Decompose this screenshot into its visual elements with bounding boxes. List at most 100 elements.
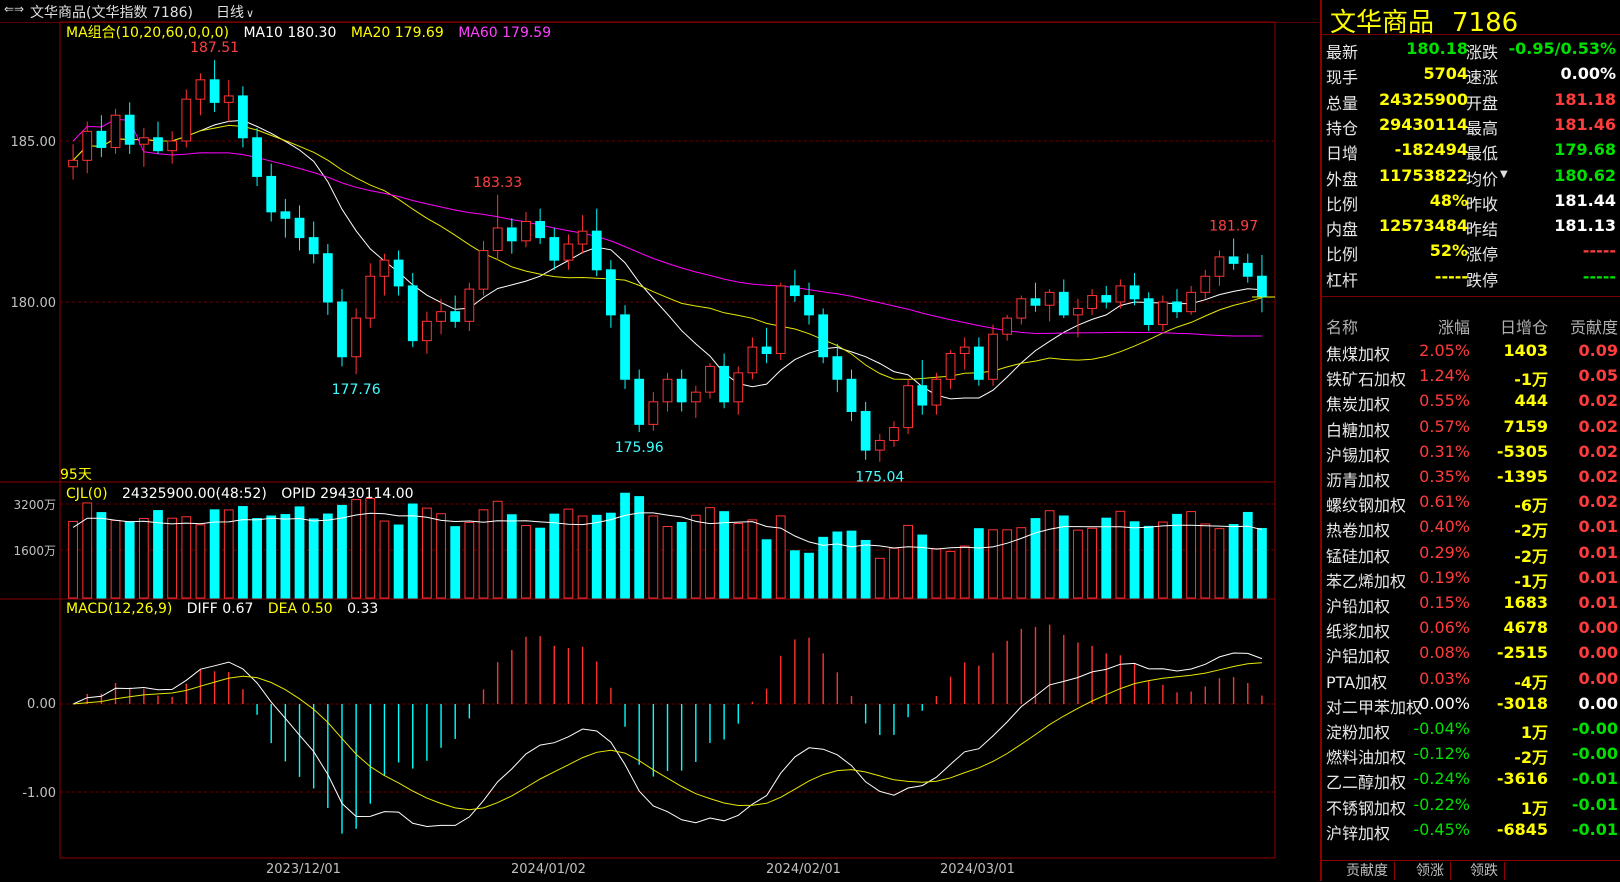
volume-bar [535, 527, 546, 599]
candlestick-series [68, 60, 1267, 462]
candle-body [407, 285, 418, 342]
cell-name: 不锈钢加权 [1326, 798, 1407, 818]
table-row[interactable]: 纸浆加权 0.06% 4678 0.00 [1322, 615, 1620, 641]
volume-bar [124, 521, 135, 599]
candle-body [96, 130, 107, 148]
table-row[interactable]: 热卷加权 0.40% -2万 0.01 [1322, 514, 1620, 540]
candle-body [1002, 317, 1013, 335]
header-change[interactable]: 涨幅 [1437, 318, 1470, 337]
table-row[interactable]: 锰硅加权 0.29% -2万 0.01 [1322, 540, 1620, 566]
table-row[interactable]: 白糖加权 0.57% 7159 0.02 [1322, 414, 1620, 440]
volume-ma-line [72, 512, 1263, 550]
volume-value: 24325900.00(48:52) [122, 486, 267, 502]
candle-body [719, 365, 729, 403]
quote-value: 180.18 [1406, 39, 1468, 58]
table-row[interactable]: 沪锌加权 -0.45% -6845 -0.01 [1322, 817, 1620, 843]
volume-bar [379, 520, 390, 599]
table-row[interactable]: 沪铝加权 0.08% -2515 0.00 [1322, 640, 1620, 667]
table-row[interactable]: 沪铅加权 0.15% 1683 0.01 [1322, 590, 1620, 616]
candle-body [506, 227, 517, 242]
quote-label: 最高 [1466, 118, 1499, 138]
candle-body [705, 365, 715, 393]
period-selector[interactable]: 日线 ∨ [216, 2, 254, 22]
volume-bar [1129, 521, 1140, 599]
quote-row: 外盘 11753822 均价 180.62 [1322, 163, 1620, 189]
link-icon[interactable]: ⇐⇒ [4, 2, 25, 16]
volume-bar [308, 518, 319, 599]
table-row[interactable]: 沪锡加权 0.31% -5305 0.02 [1322, 439, 1620, 465]
header-name[interactable]: 名称 [1326, 318, 1359, 337]
table-row[interactable]: 沥青加权 0.35% -1395 0.02 [1322, 464, 1620, 490]
candle-body [761, 346, 772, 355]
table-row[interactable]: 焦炭加权 0.55% 444 0.02 [1322, 388, 1620, 414]
tab-top-gainers[interactable]: 领涨 [1410, 862, 1451, 880]
candle-body [973, 346, 984, 380]
table-row[interactable]: 苯乙烯加权 0.19% -1万 0.01 [1322, 565, 1620, 591]
volume-bar [351, 499, 362, 599]
volume-bar [606, 512, 616, 599]
table-row[interactable]: 对二甲苯加权 0.00% -3018 0.00 [1322, 691, 1620, 717]
tab-top-losers[interactable]: 领跌 [1464, 862, 1505, 880]
candle-body [874, 439, 885, 451]
price-annotation: 175.04 [855, 470, 904, 486]
kline-chart[interactable]: 185.00 180.00 3200万 1600万 0.00 -1.00 187.51 183… [0, 0, 1320, 881]
table-row[interactable]: 燃料油加权 -0.12% -2万 -0.00 [1322, 741, 1620, 768]
price-annotation: 177.76 [332, 382, 381, 398]
tab-contribution[interactable]: 贡献度 [1340, 862, 1395, 880]
volume-legend: CJL(0) 24325900.00(48:52) OPID 29430114.… [66, 486, 424, 502]
ma-legend-name[interactable]: MA组合(10,20,60,0,0,0) [66, 25, 229, 41]
volume-bar [82, 502, 93, 599]
price-tick: 185.00 [11, 135, 57, 150]
volume-bar [860, 539, 871, 599]
header-contribution[interactable]: 贡献度 [1569, 318, 1618, 337]
cell-position-change: -2万 [1514, 546, 1548, 566]
candle-body [464, 288, 475, 322]
ma-lines [72, 118, 1263, 400]
chart-frame [59, 21, 1276, 859]
cell-contribution: -0.01 [1571, 819, 1618, 839]
cell-contribution: 0.00 [1578, 643, 1618, 663]
quote-row: 持仓 29430114 最高 181.46 [1322, 112, 1620, 138]
quote-value: 179.68 [1554, 140, 1616, 160]
quote-row: 比例 52% 涨停 ----- [1322, 238, 1620, 264]
volume-bar [464, 522, 475, 599]
ma20-line [72, 124, 1263, 380]
candle-body [492, 227, 503, 251]
header-position-change[interactable]: 日增仓 [1499, 318, 1548, 337]
table-row[interactable]: 乙二醇加权 -0.24% -3616 -0.01 [1322, 766, 1620, 792]
macd-legend-name[interactable]: MACD(12,26,9) [66, 601, 173, 617]
cell-change: 0.00% [1419, 693, 1470, 713]
table-row[interactable]: 螺纹钢加权 0.61% -6万 0.02 [1322, 489, 1620, 515]
quote-label: 日增 [1326, 144, 1359, 164]
candle-body [1030, 298, 1041, 306]
volume-bar [365, 498, 376, 599]
dea-value: DEA 0.50 [267, 601, 333, 617]
candle-body [1129, 285, 1140, 300]
table-row[interactable]: 焦煤加权 2.05% 1403 0.09 [1322, 338, 1620, 364]
cell-change: 0.06% [1419, 618, 1470, 638]
candle-body [1058, 291, 1069, 316]
candle-body [662, 378, 673, 403]
cell-position-change: 1万 [1520, 798, 1548, 818]
caret-down-icon[interactable]: ▼ [1500, 168, 1508, 180]
cell-contribution: 0.00 [1578, 668, 1618, 688]
quote-label: 涨跌 [1466, 43, 1499, 62]
cell-name: 沪铝加权 [1326, 647, 1391, 667]
table-row[interactable]: 淀粉加权 -0.04% 1万 -0.00 [1322, 716, 1620, 742]
price-annotation: 175.96 [615, 440, 664, 456]
cell-name: 燃料油加权 [1326, 748, 1407, 768]
volume-bar [407, 503, 418, 599]
volume-bar [1016, 527, 1027, 599]
cell-change: -0.22% [1413, 794, 1470, 814]
table-row[interactable]: 不锈钢加权 -0.22% 1万 -0.01 [1322, 792, 1620, 818]
volume-bar [789, 550, 800, 599]
table-row[interactable]: 铁矿石加权 1.24% -1万 0.05 [1322, 363, 1620, 389]
cell-contribution: 0.02 [1578, 492, 1618, 512]
volume-bar [889, 547, 899, 599]
chart-labels: 185.00 180.00 3200万 1600万 0.00 -1.00 187.51 183… [11, 40, 1259, 801]
cell-position-change: -3018 [1496, 693, 1548, 713]
table-row[interactable]: PTA加权 0.03% -4万 0.00 [1322, 666, 1620, 692]
volume-legend-name[interactable]: CJL(0) [66, 486, 108, 502]
quote-title: 文华商品 7186 [1330, 2, 1518, 39]
volume-bar [506, 514, 517, 599]
